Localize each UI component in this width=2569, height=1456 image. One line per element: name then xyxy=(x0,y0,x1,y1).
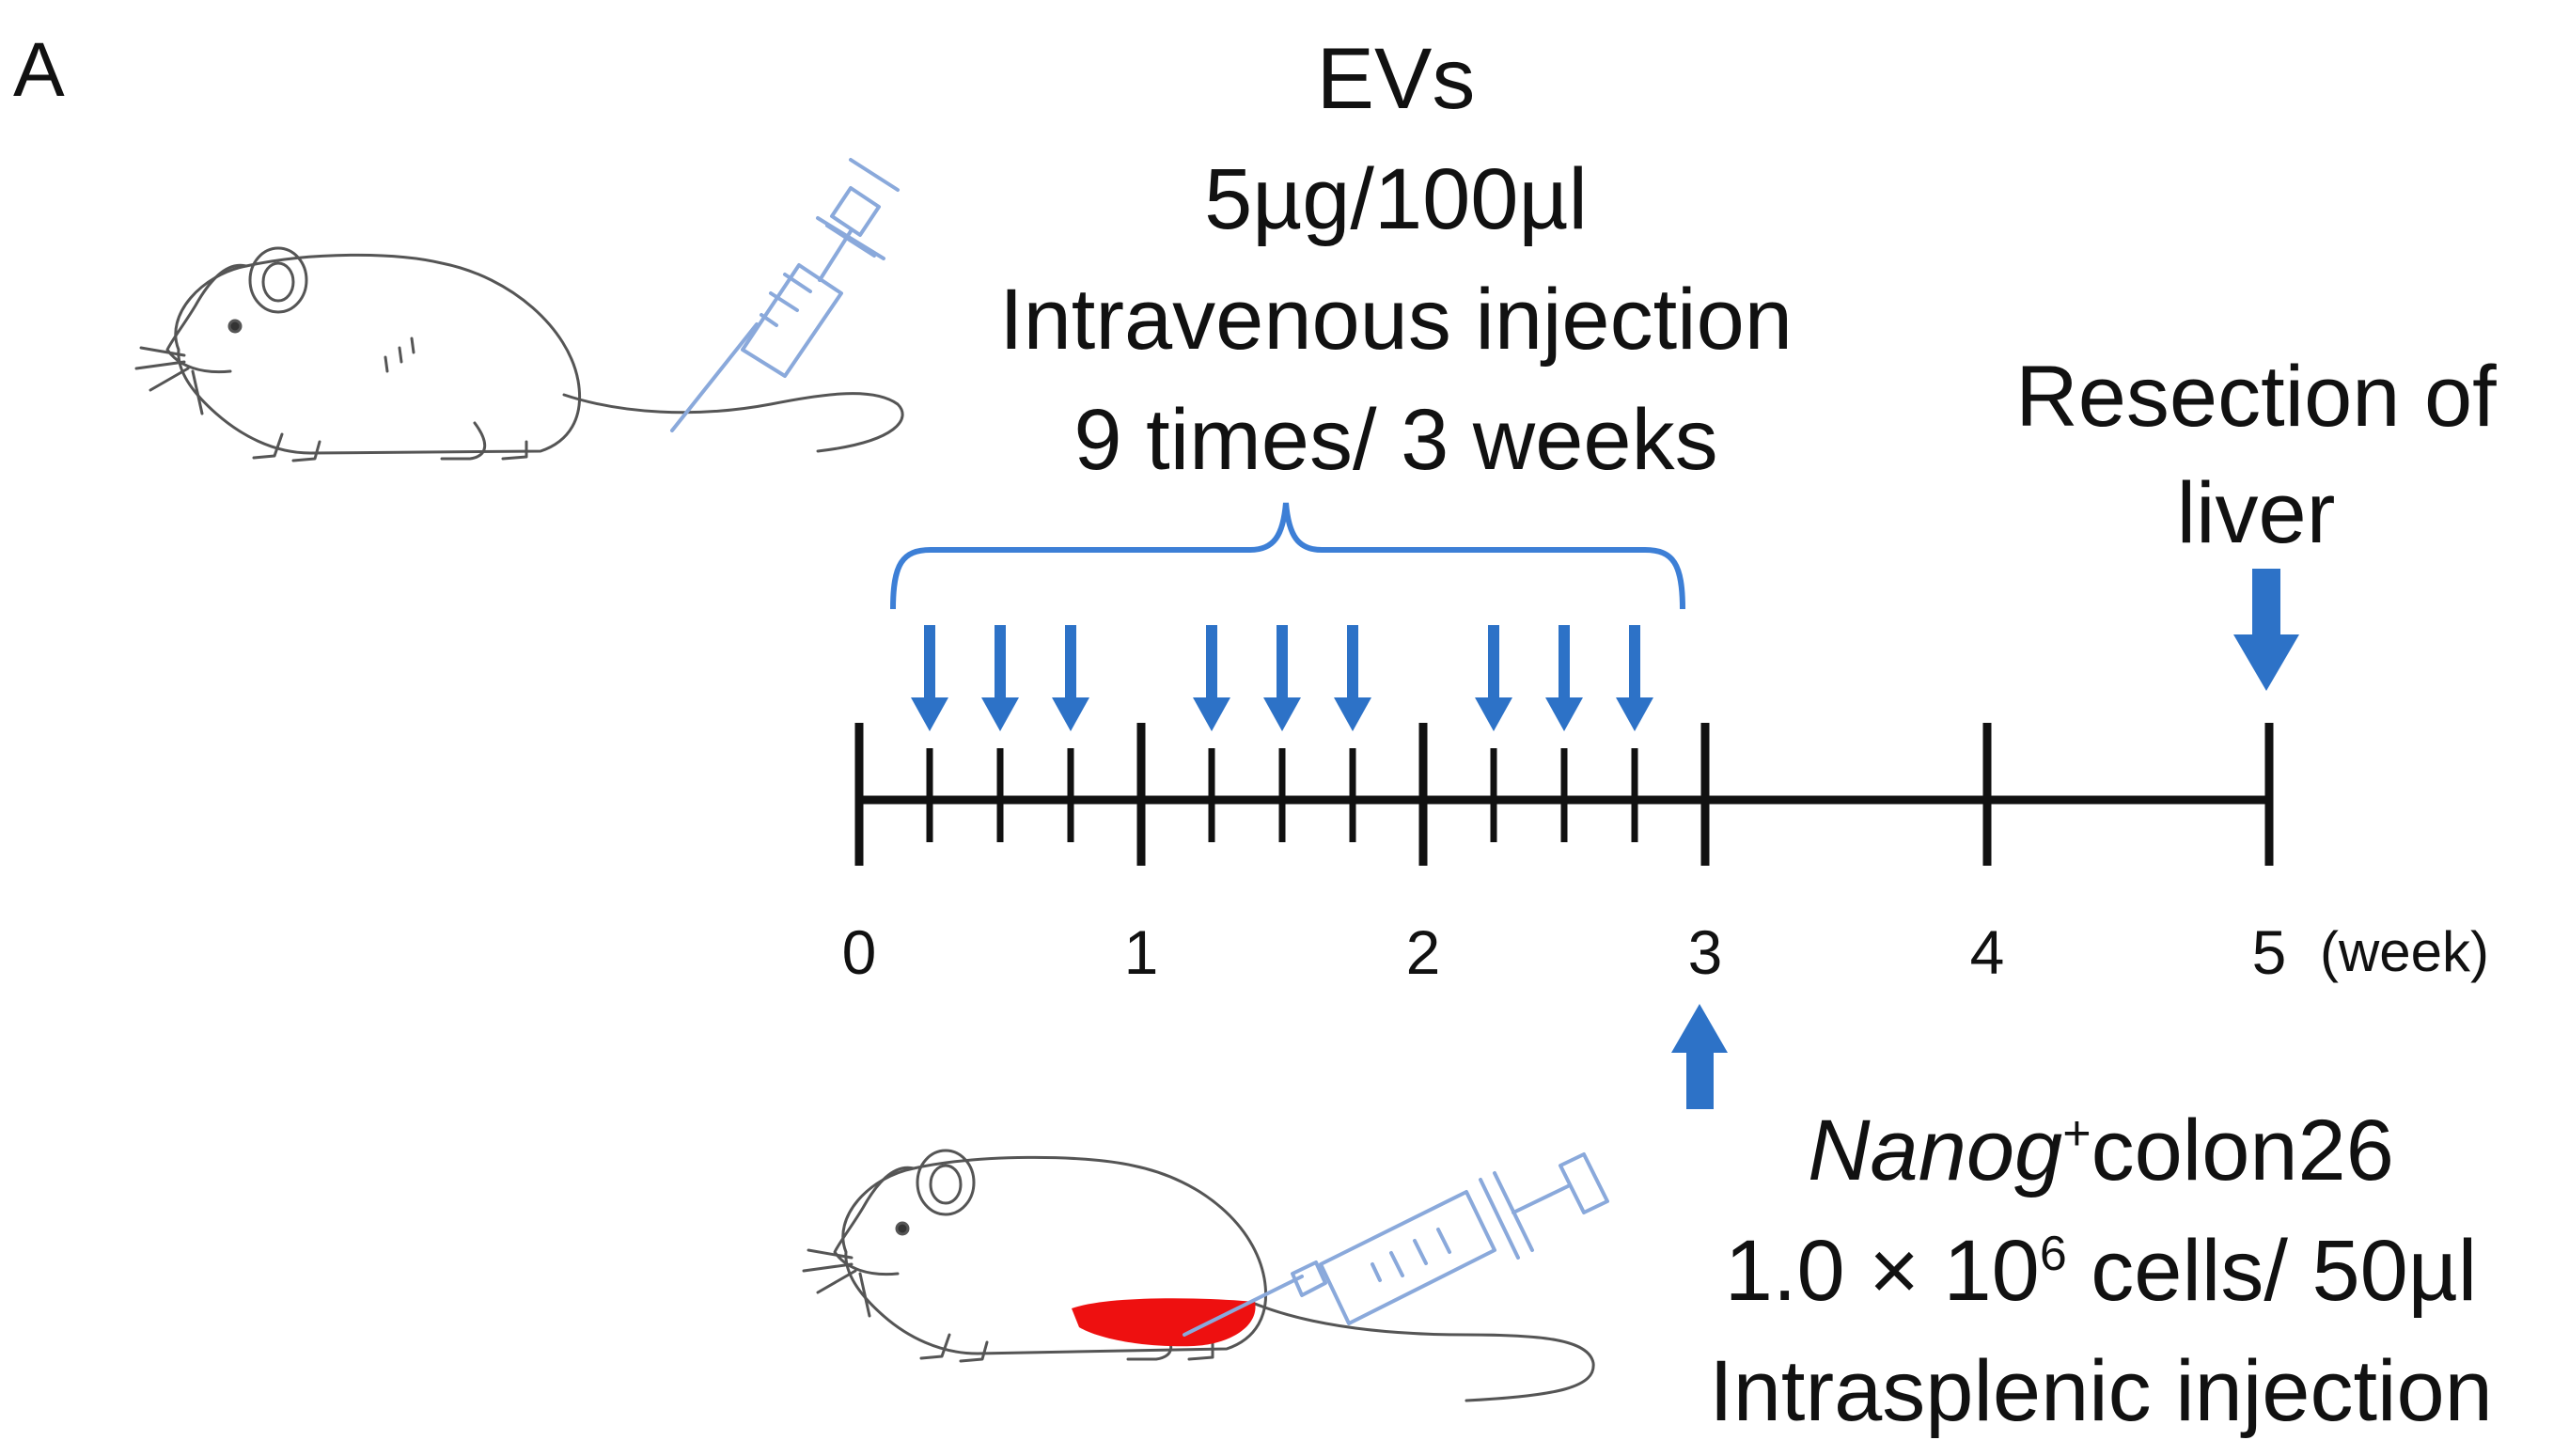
mouse-ear xyxy=(916,1149,976,1216)
spleen-shape xyxy=(1072,1298,1256,1347)
mouse-hind-leg xyxy=(440,421,528,461)
tumor-route: Intrasplenic injection xyxy=(1709,1343,2493,1439)
ev-injection-bracket xyxy=(890,502,1685,610)
mouse-whiskers xyxy=(134,346,204,415)
syringe-icon-iv xyxy=(670,158,900,432)
axis-unit-label: (week) xyxy=(2320,920,2490,983)
ev-schedule: 9 times/ 3 weeks xyxy=(1073,392,1718,488)
gene-name: Nanog xyxy=(1808,1103,2063,1198)
syringe-icon-spleen xyxy=(1183,1152,1609,1337)
mouse-tail xyxy=(1248,1300,1595,1402)
ev-injection-arrow-7 xyxy=(1475,625,1512,731)
mouse-tail xyxy=(562,392,904,453)
ev-injection-arrow-3 xyxy=(1052,625,1089,731)
tick-label-3: 3 xyxy=(1687,917,1723,987)
tumor-cell-line: Nanog+colon26 xyxy=(1636,1090,2566,1211)
tumor-dose: 1.0 × 106 cells/ 50µl xyxy=(1724,1223,2478,1319)
mouse-body xyxy=(174,253,582,455)
tick-label-2: 2 xyxy=(1405,917,1441,987)
mouse-iv-illustration xyxy=(134,246,904,462)
tick-label-4: 4 xyxy=(1969,917,2005,987)
ev-treatment-label: EVs 5µg/100µl Intravenous injection 9 ti… xyxy=(926,19,1866,500)
tumor-injection-arrow-icon xyxy=(1671,1004,1728,1109)
mouse-eye xyxy=(895,1221,910,1236)
gene-superscript: + xyxy=(2062,1106,2091,1161)
ev-injection-arrow-8 xyxy=(1545,625,1583,731)
ev-injection-arrow-1 xyxy=(911,625,948,731)
tick-label-5: 5 xyxy=(2251,917,2287,987)
ev-route: Intravenous injection xyxy=(999,272,1793,368)
mouse-intrasplenic-illustration xyxy=(802,1149,1595,1402)
mouse-front-leg xyxy=(919,1333,989,1363)
ev-injection-arrow-6 xyxy=(1334,625,1371,731)
resection-label: Resection of liver xyxy=(1955,338,2557,571)
mouse-ear xyxy=(248,246,308,314)
resection-line2: liver xyxy=(2176,465,2336,561)
resection-line1: Resection of xyxy=(2015,349,2497,445)
mouse-head xyxy=(833,1166,916,1276)
resection-arrow-icon xyxy=(2233,569,2299,691)
tumor-injection-label: Nanog+colon26 1.0 × 106 cells/ 50µl Intr… xyxy=(1636,1090,2566,1451)
ev-injection-arrow-5 xyxy=(1263,625,1301,731)
panel-label: A xyxy=(13,27,65,113)
cell-line-name: colon26 xyxy=(2091,1103,2394,1198)
major-ticks xyxy=(854,723,2274,866)
mouse-eye xyxy=(227,319,243,334)
mouse-whiskers xyxy=(802,1248,871,1318)
tick-label-1: 1 xyxy=(1123,917,1159,987)
ev-injection-arrow-4 xyxy=(1193,625,1230,731)
ev-injection-arrow-9 xyxy=(1616,625,1653,731)
ev-injection-arrow-2 xyxy=(981,625,1019,731)
ev-injection-arrows xyxy=(911,625,1653,731)
tick-label-0: 0 xyxy=(841,917,877,987)
mouse-front-leg xyxy=(252,432,321,462)
minor-ticks xyxy=(926,748,1638,842)
ev-title: EVs xyxy=(1316,31,1476,127)
dose-exponent: 6 xyxy=(2039,1227,2067,1281)
ev-dose: 5µg/100µl xyxy=(1204,151,1588,247)
mouse-head xyxy=(165,263,248,374)
